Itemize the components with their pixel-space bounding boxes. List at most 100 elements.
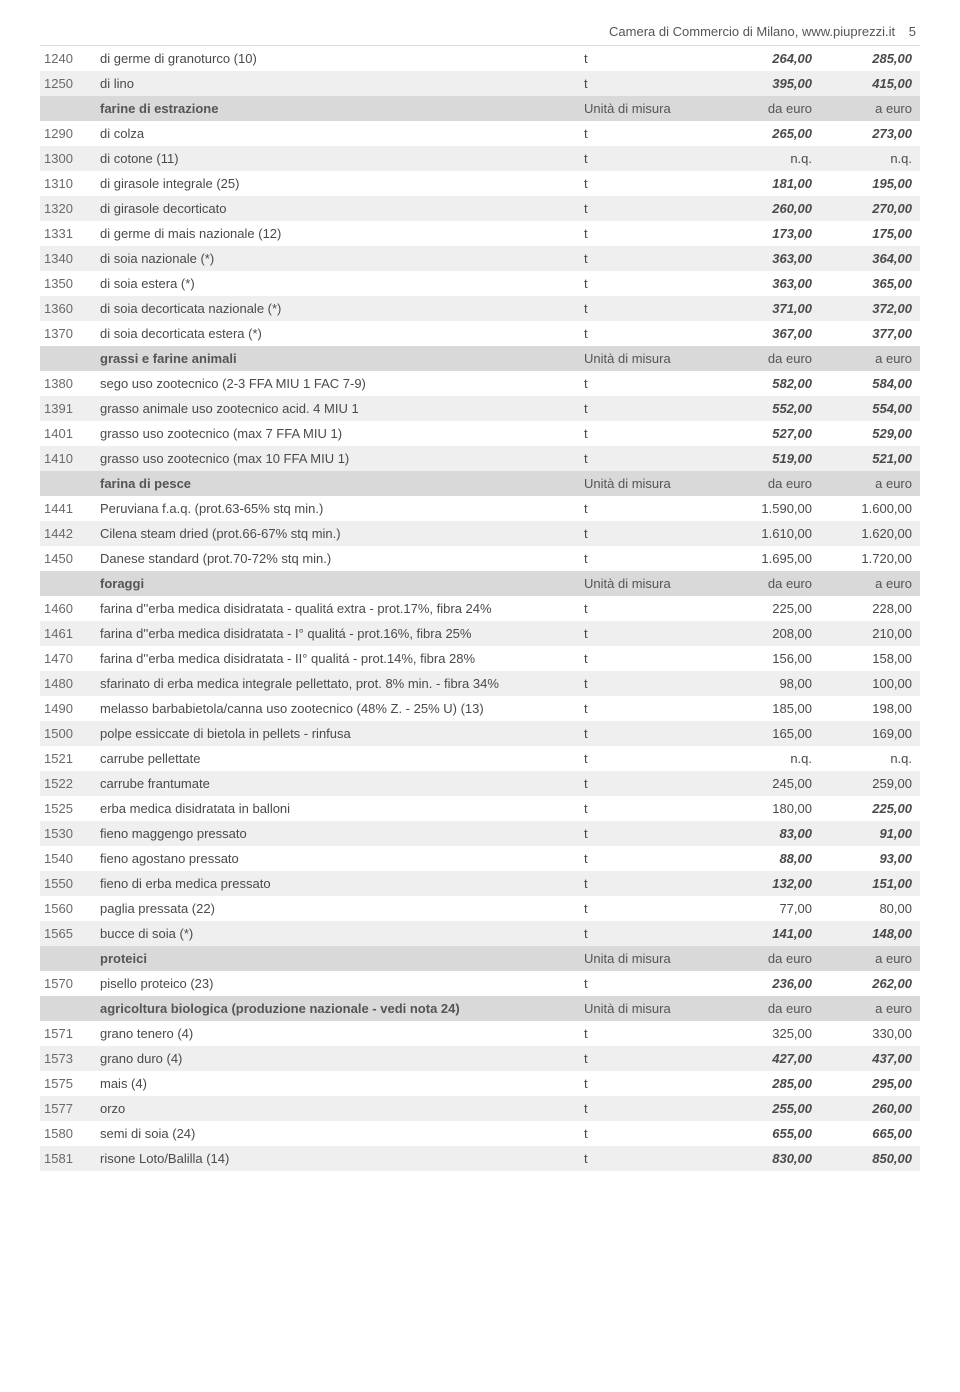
table-row: 1521carrube pellettatetn.q.n.q.: [40, 746, 920, 771]
row-price-to: 262,00: [820, 971, 920, 996]
row-price-from: 132,00: [720, 871, 820, 896]
table-row: 1250di linot395,00415,00: [40, 71, 920, 96]
section-title: farine di estrazione: [96, 96, 580, 121]
row-price-to: n.q.: [820, 146, 920, 171]
row-price-from: 88,00: [720, 846, 820, 871]
table-row: 1380sego uso zootecnico (2-3 FFA MIU 1 F…: [40, 371, 920, 396]
row-unit: t: [580, 271, 720, 296]
row-unit: t: [580, 846, 720, 871]
row-description: di lino: [96, 71, 580, 96]
row-price-from: n.q.: [720, 746, 820, 771]
row-code: 1470: [40, 646, 96, 671]
row-price-from: 98,00: [720, 671, 820, 696]
row-price-from: 236,00: [720, 971, 820, 996]
row-price-to: 175,00: [820, 221, 920, 246]
row-price-to: 228,00: [820, 596, 920, 621]
row-description: di girasole decorticato: [96, 196, 580, 221]
row-price-from: 367,00: [720, 321, 820, 346]
table-row: 1480sfarinato di erba medica integrale p…: [40, 671, 920, 696]
col-header-to: a euro: [820, 996, 920, 1021]
row-description: di germe di granoturco (10): [96, 46, 580, 71]
row-price-from: 260,00: [720, 196, 820, 221]
row-code: 1570: [40, 971, 96, 996]
row-unit: t: [580, 296, 720, 321]
row-unit: t: [580, 1071, 720, 1096]
row-unit: t: [580, 1121, 720, 1146]
section-header-row: foraggiUnità di misurada euroa euro: [40, 571, 920, 596]
row-description: di girasole integrale (25): [96, 171, 580, 196]
col-header-to: a euro: [820, 571, 920, 596]
section-header-row: farine di estrazioneUnità di misurada eu…: [40, 96, 920, 121]
col-header-unit: Unità di misura: [580, 96, 720, 121]
row-price-from: 427,00: [720, 1046, 820, 1071]
table-row: 1290di colzat265,00273,00: [40, 121, 920, 146]
section-code-spacer: [40, 471, 96, 496]
row-code: 1410: [40, 446, 96, 471]
row-description: di germe di mais nazionale (12): [96, 221, 580, 246]
row-code: 1530: [40, 821, 96, 846]
row-description: fieno di erba medica pressato: [96, 871, 580, 896]
col-header-to: a euro: [820, 471, 920, 496]
table-row: 1340di soia nazionale (*)t363,00364,00: [40, 246, 920, 271]
row-price-from: 552,00: [720, 396, 820, 421]
row-code: 1575: [40, 1071, 96, 1096]
row-price-from: 173,00: [720, 221, 820, 246]
row-price-to: 210,00: [820, 621, 920, 646]
row-price-to: 260,00: [820, 1096, 920, 1121]
row-price-to: 100,00: [820, 671, 920, 696]
row-price-from: 264,00: [720, 46, 820, 71]
table-row: 1310di girasole integrale (25)t181,00195…: [40, 171, 920, 196]
row-unit: t: [580, 71, 720, 96]
row-price-to: 80,00: [820, 896, 920, 921]
row-price-from: 371,00: [720, 296, 820, 321]
row-price-from: 208,00: [720, 621, 820, 646]
row-code: 1461: [40, 621, 96, 646]
row-price-to: 158,00: [820, 646, 920, 671]
row-price-to: 437,00: [820, 1046, 920, 1071]
section-title: grassi e farine animali: [96, 346, 580, 371]
row-description: pisello proteico (23): [96, 971, 580, 996]
row-description: bucce di soia (*): [96, 921, 580, 946]
row-description: di soia decorticata estera (*): [96, 321, 580, 346]
row-price-from: 77,00: [720, 896, 820, 921]
row-unit: t: [580, 446, 720, 471]
row-description: fieno agostano pressato: [96, 846, 580, 871]
row-description: carrube frantumate: [96, 771, 580, 796]
row-unit: t: [580, 371, 720, 396]
row-code: 1490: [40, 696, 96, 721]
section-title: proteici: [96, 946, 580, 971]
row-unit: t: [580, 521, 720, 546]
section-code-spacer: [40, 996, 96, 1021]
col-header-to: a euro: [820, 346, 920, 371]
row-code: 1441: [40, 496, 96, 521]
row-price-from: 185,00: [720, 696, 820, 721]
row-price-to: 93,00: [820, 846, 920, 871]
row-description: di soia decorticata nazionale (*): [96, 296, 580, 321]
row-unit: t: [580, 671, 720, 696]
row-price-from: 165,00: [720, 721, 820, 746]
row-code: 1290: [40, 121, 96, 146]
row-price-from: 255,00: [720, 1096, 820, 1121]
row-code: 1500: [40, 721, 96, 746]
price-table: 1240di germe di granoturco (10)t264,0028…: [40, 46, 920, 1171]
row-code: 1560: [40, 896, 96, 921]
row-price-from: 181,00: [720, 171, 820, 196]
row-unit: t: [580, 771, 720, 796]
row-code: 1573: [40, 1046, 96, 1071]
row-price-to: 198,00: [820, 696, 920, 721]
page-number: 5: [909, 24, 916, 39]
col-header-to: a euro: [820, 946, 920, 971]
row-code: 1250: [40, 71, 96, 96]
row-unit: t: [580, 1021, 720, 1046]
row-price-to: 1.600,00: [820, 496, 920, 521]
row-description: farina d''erba medica disidratata - II° …: [96, 646, 580, 671]
row-price-to: 1.720,00: [820, 546, 920, 571]
table-row: 1450Danese standard (prot.70-72% stq min…: [40, 546, 920, 571]
row-code: 1320: [40, 196, 96, 221]
row-price-to: 364,00: [820, 246, 920, 271]
row-price-from: 265,00: [720, 121, 820, 146]
row-price-to: 273,00: [820, 121, 920, 146]
row-price-to: 169,00: [820, 721, 920, 746]
table-row: 1460farina d''erba medica disidratata - …: [40, 596, 920, 621]
row-unit: t: [580, 796, 720, 821]
